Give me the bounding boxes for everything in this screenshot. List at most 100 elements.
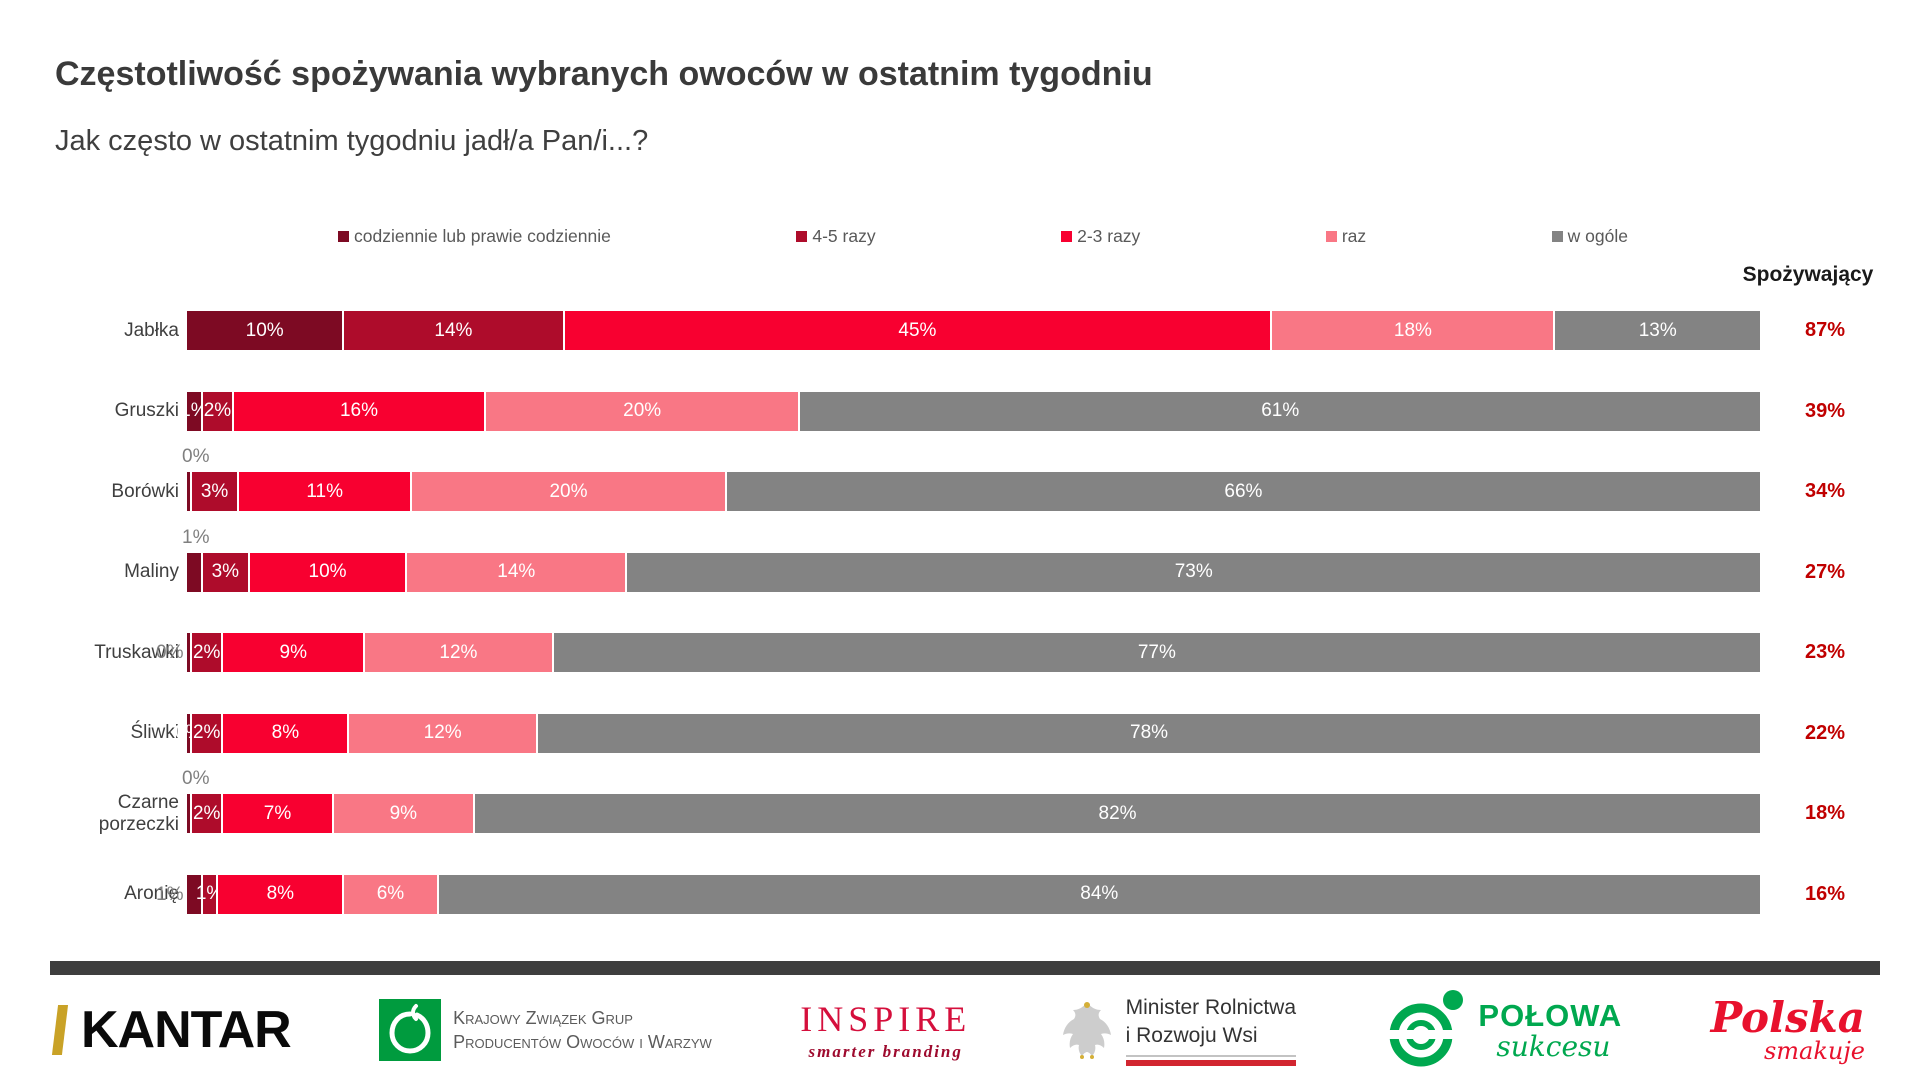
bar-segment: 9% (333, 794, 476, 833)
kzgpoiw-line1: Krajowy Związek Grup (453, 1007, 633, 1028)
footer-divider (50, 961, 1880, 975)
bar-track: 1% 3% 10% 14% 73% (182, 527, 1760, 592)
bar-segment: 2% (192, 794, 224, 833)
legend-label: w ogóle (1567, 226, 1628, 246)
category-label: Jabłka (124, 319, 179, 341)
segment-label-outside: 0% (156, 642, 184, 663)
polska-line2: smakuje (1763, 1037, 1865, 1065)
ministry-line1: Minister Rolnictwa (1125, 996, 1297, 1020)
legend-item: 4-5 razy (796, 226, 876, 247)
category-label: Borówki (111, 480, 179, 502)
bar-segment (187, 794, 192, 833)
segment-label: 1% (195, 883, 224, 904)
bar-segment: 11% (239, 472, 413, 511)
bar-track: 0% 2% 7% 9% 82% (182, 768, 1760, 833)
segment-label: 18% (1393, 319, 1432, 341)
segment-label: 78% (1130, 722, 1169, 743)
bar-track: 1% 2% 16% 20% 61% (180, 391, 1760, 431)
polska-line1: Polska (1710, 993, 1865, 1042)
kantar-logo-text: KANTAR (81, 1001, 292, 1059)
bar-row: Borówki 0% 3% 11% 20% 66% 34% (0, 446, 1890, 511)
segment-label: 11% (306, 480, 343, 502)
segment-label: 14% (434, 319, 473, 341)
bar-row: Jabłka 10% 14% 45% 18% 13% 87% (0, 311, 1890, 350)
logo-kantar: KANTAR (51, 1000, 292, 1060)
polowa-line2: sukcesu (1496, 1029, 1611, 1063)
bar-segment: 7% (223, 794, 334, 833)
segment-label: 10% (245, 319, 284, 341)
segment-label-outside: 0% (182, 768, 210, 789)
consumers-value: 87% (1804, 319, 1846, 341)
segment-label: 66% (1224, 480, 1263, 502)
polowa-line1: POŁOWA (1478, 997, 1623, 1033)
bar-row: Śliwki 0% 2% 8% 12% 78% 22% (0, 713, 1890, 753)
bar-segment: 1% (196, 874, 223, 914)
legend-swatch-icon (1325, 231, 1337, 242)
segment-label: 2% (192, 722, 221, 743)
page-subtitle: Jak często w ostatnim tygodniu jadł/a Pa… (55, 125, 649, 157)
chart-legend: codziennie lub prawie codziennie 4-5 razy… (338, 226, 1628, 247)
legend-item: codziennie lub prawie codziennie (338, 226, 611, 247)
bar-segment: 2% (202, 391, 235, 431)
bar-rows: Jabłka 10% 14% 45% 18% 13% 87% Gruszki 1% 2% 16% 20… (0, 311, 1890, 955)
segment-label: 7% (263, 802, 292, 824)
segment-label: 14% (497, 561, 536, 582)
legend-item: raz (1325, 226, 1367, 247)
segment-label: 6% (376, 883, 405, 904)
bar-segment (187, 633, 192, 672)
bar-segment (187, 472, 192, 511)
bar-segment: 20% (412, 472, 727, 511)
bar-segment: 77% (553, 633, 1760, 672)
consumers-value: 22% (1804, 721, 1846, 744)
segment-label: 82% (1098, 802, 1137, 824)
legend-item: w ogóle (1551, 226, 1628, 247)
logo-polska-smakuje: Polska smakuje (1710, 993, 1865, 1065)
page-title: Częstotliwość spożywania wybranych owocó… (55, 55, 1153, 93)
category-label: Aronię (124, 883, 179, 905)
bar-track: 0% 3% 11% 20% 66% (182, 446, 1760, 511)
category-label: Czarne porzeczki (98, 791, 179, 835)
bar-track: 10% 14% 45% 18% 13% (187, 311, 1760, 350)
segment-label: 8% (266, 883, 295, 904)
bar-segment: 9% (223, 633, 366, 672)
consumers-column-header: Spożywający (1742, 263, 1874, 286)
bar-segment: 8% (223, 713, 350, 753)
segment-label: 84% (1080, 883, 1119, 904)
segment-label: 73% (1174, 561, 1213, 582)
segment-label-outside: 1% (182, 526, 210, 548)
segment-label: 12% (423, 722, 462, 743)
segment-label: 2% (192, 802, 221, 824)
polowa-circle-icon (1389, 990, 1464, 1067)
legend-swatch-icon (1061, 231, 1073, 242)
ministry-text: Minister Rolnictwa i Rozwoju Wsi (1125, 994, 1297, 1066)
segment-label: 45% (898, 319, 937, 341)
segment-label: 2% (203, 400, 232, 421)
bar-segment: 3% (202, 552, 250, 592)
bar-segment: 66% (726, 472, 1760, 511)
category-label: Śliwki (130, 722, 179, 744)
bar-segment: 61% (800, 391, 1760, 431)
legend-swatch-icon (1551, 231, 1563, 242)
bar-row: Maliny 1% 3% 10% 14% 73% 27% (0, 527, 1890, 592)
bar-segment: 12% (365, 633, 554, 672)
inspire-tagline: smarter branding (808, 1042, 963, 1061)
bar-segment: 3% (192, 472, 240, 511)
footer-logos: KANTAR Krajowy Związek Grup Producentów … (51, 985, 1865, 1075)
legend-label: raz (1341, 226, 1367, 246)
apple-icon (379, 999, 442, 1061)
bar-row: Czarne porzeczki 0% 2% 7% 9% 82% 18% (0, 768, 1890, 835)
bar-segment (187, 874, 203, 914)
legend-label: 2-3 razy (1077, 226, 1141, 246)
segment-label: 16% (339, 400, 379, 421)
kantar-gold-bar-icon (51, 1005, 69, 1055)
segment-label: 13% (1638, 319, 1677, 341)
legend-swatch-icon (796, 231, 808, 242)
consumers-value: 23% (1804, 641, 1846, 663)
segment-label: 1% (180, 400, 208, 421)
bar-row: Truskawki 0% 2% 9% 12% 77% 23% (0, 633, 1890, 672)
bar-segment: 6% (344, 874, 439, 914)
bar-track: 0% 2% 9% 12% 77% (156, 633, 1760, 672)
bar-segment: 1% (180, 391, 208, 431)
logo-inspire: INSPIRE smarter branding (800, 998, 971, 1062)
